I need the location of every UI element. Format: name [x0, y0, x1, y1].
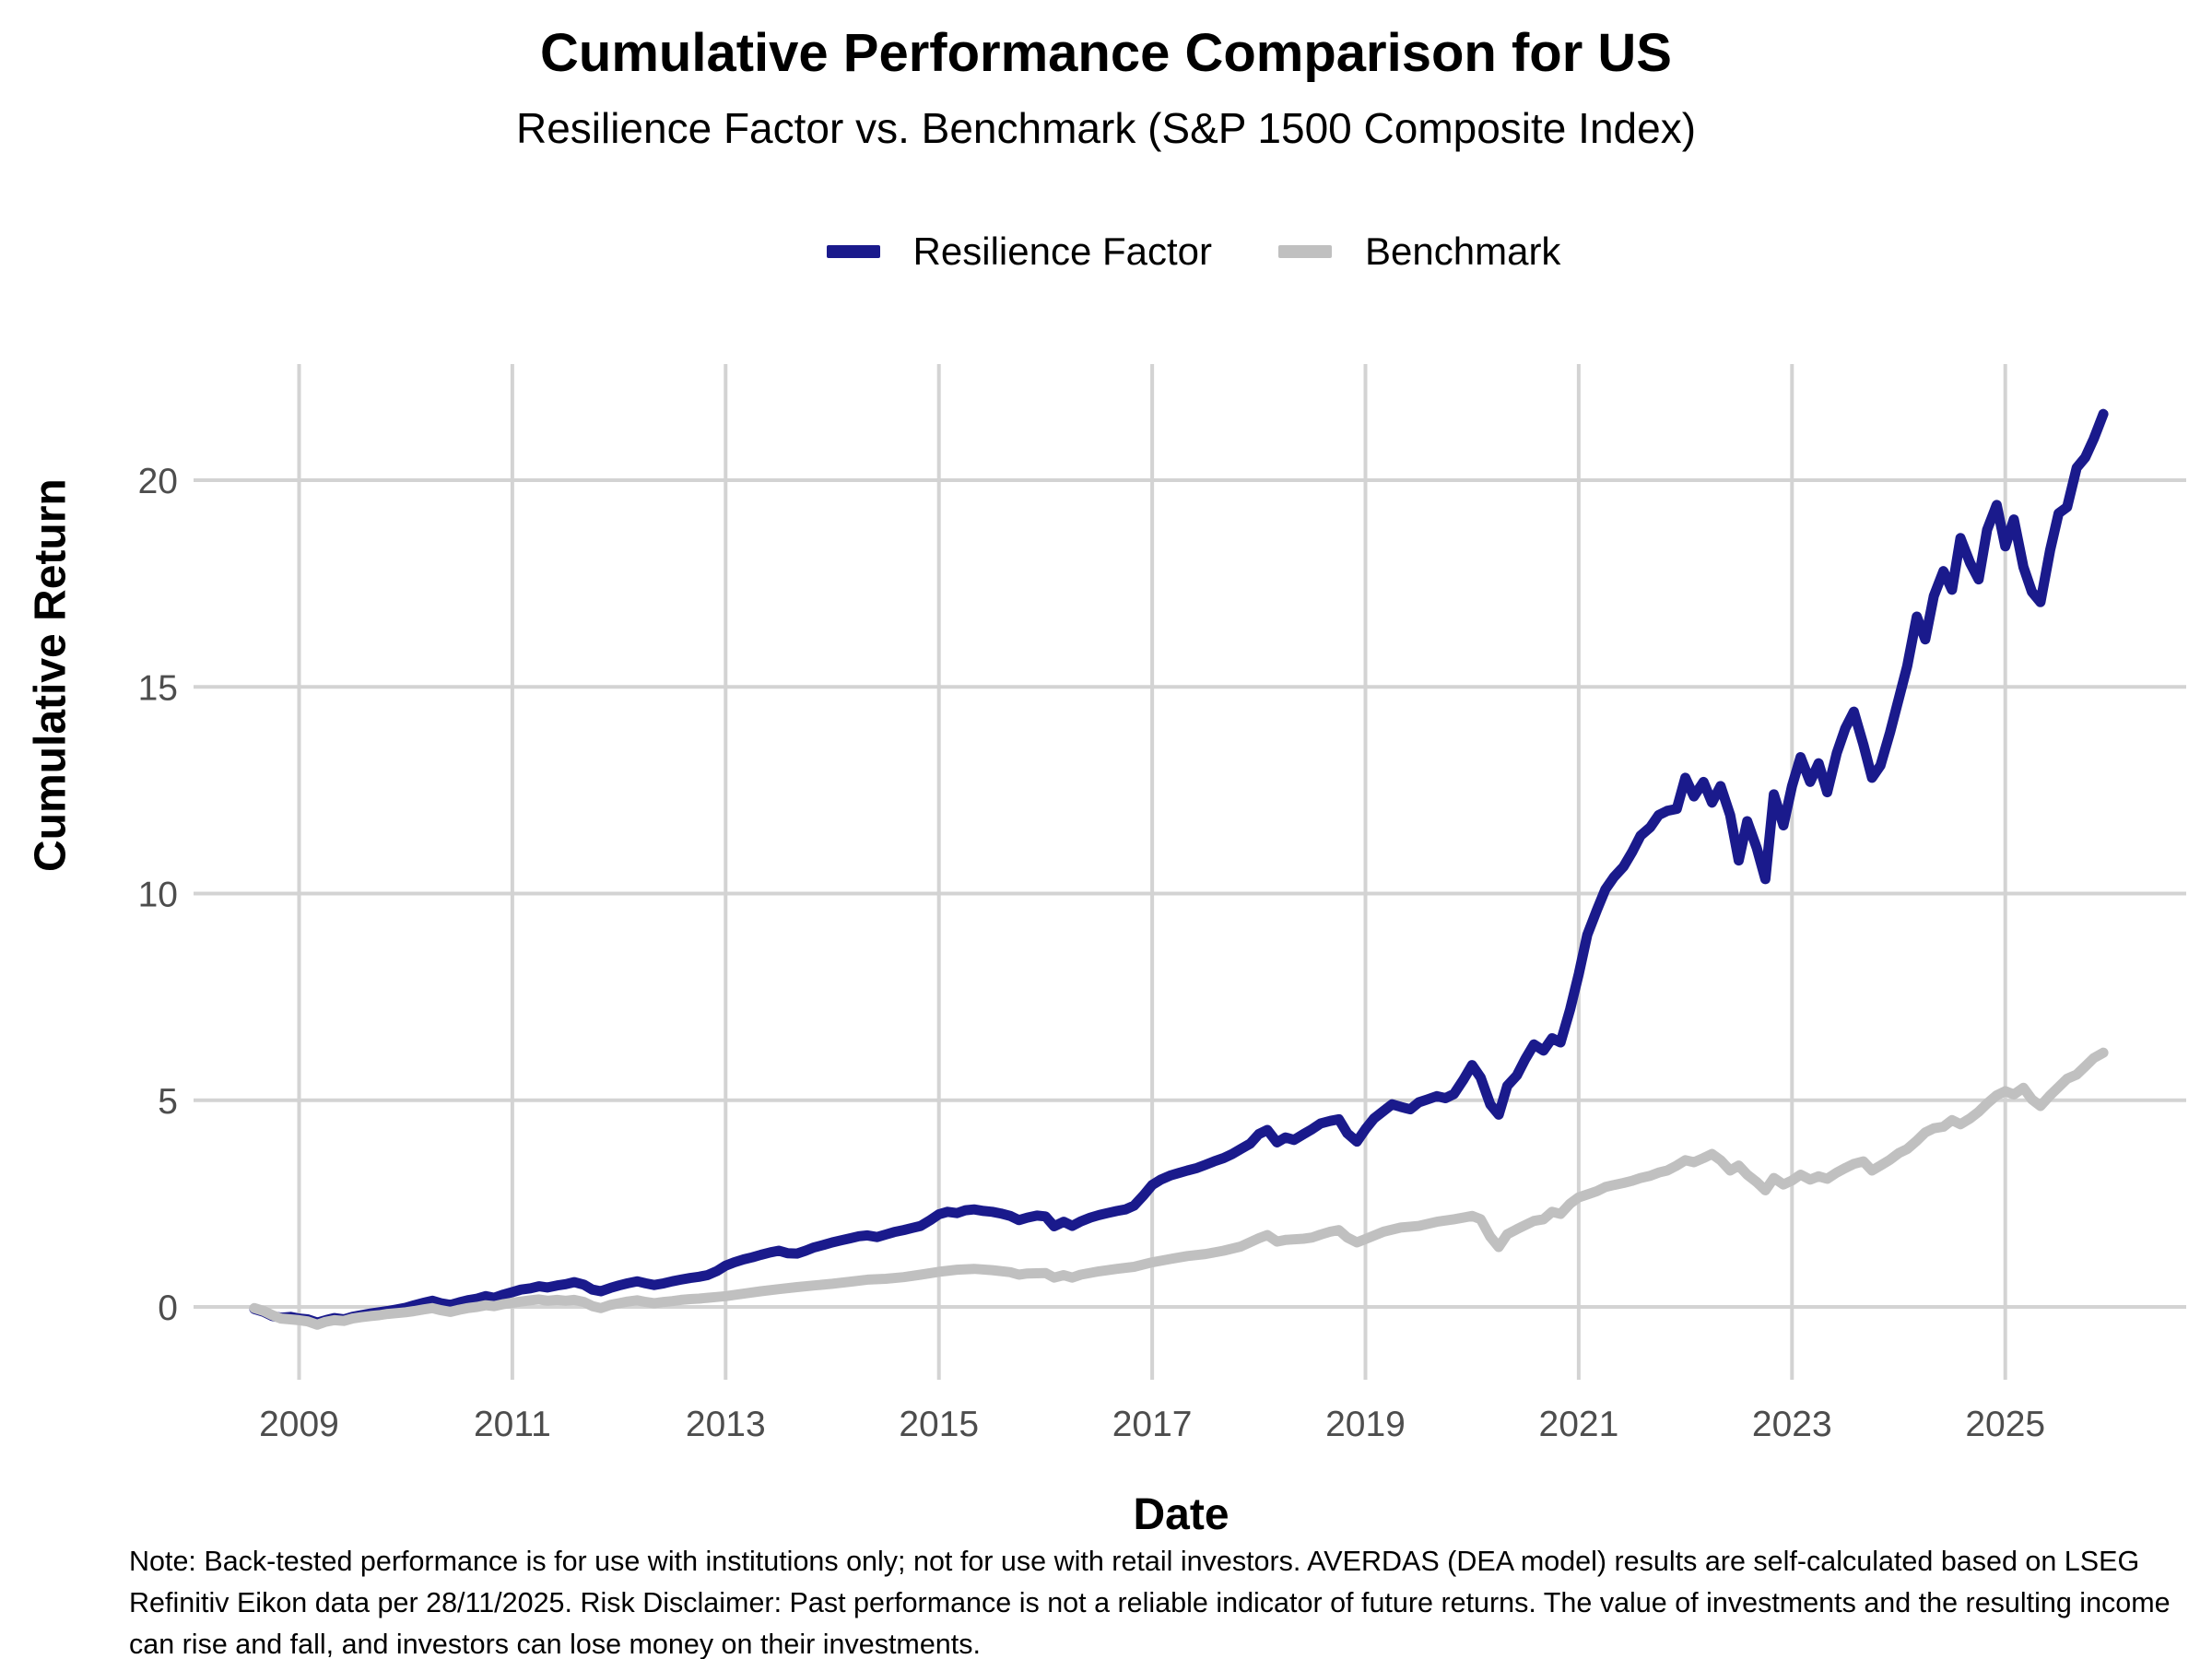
benchmark-line	[249, 1047, 2109, 1330]
benchmark-swatch	[1278, 245, 1333, 258]
svg-text:2023: 2023	[1752, 1405, 1832, 1444]
legend-label-benchmark: Benchmark	[1365, 229, 1561, 273]
svg-text:2021: 2021	[1539, 1405, 1619, 1444]
resilience-factor-line	[249, 408, 2109, 1328]
svg-text:2013: 2013	[686, 1405, 766, 1444]
svg-text:2025: 2025	[1965, 1405, 2045, 1444]
legend-label-resilience-factor: Resilience Factor	[912, 229, 1213, 273]
legend: Resilience Factor Benchmark	[88, 229, 2212, 275]
disclaimer-note: Note: Back-tested performance is for use…	[129, 1546, 2171, 1659]
resilience-factor-swatch	[826, 245, 880, 258]
svg-text:2017: 2017	[1112, 1405, 1193, 1444]
svg-text:0: 0	[158, 1288, 178, 1328]
svg-text:20: 20	[138, 462, 178, 501]
gridlines	[194, 364, 2186, 1380]
svg-text:2019: 2019	[1325, 1405, 1406, 1444]
legend-item-benchmark: Benchmark	[1278, 229, 1560, 274]
chart-subtitle: Resilience Factor vs. Benchmark (S&P 150…	[515, 104, 1697, 152]
chart-title: Cumulative Performance Comparison for US	[540, 23, 1672, 83]
svg-text:15: 15	[138, 668, 178, 708]
x-axis-title: Date	[1133, 1490, 1230, 1539]
svg-text:10: 10	[138, 876, 178, 915]
svg-text:2009: 2009	[259, 1405, 339, 1444]
svg-text:2015: 2015	[899, 1405, 979, 1444]
svg-text:2011: 2011	[474, 1405, 551, 1444]
svg-text:5: 5	[158, 1082, 178, 1122]
y-axis-tick-labels: 0 5 10 15 20	[138, 462, 178, 1328]
legend-item-resilience-factor: Resilience Factor	[826, 229, 1213, 274]
x-axis-tick-labels: 2009 2011 2013 2015 2017 2019 2021 2023 2025	[259, 1405, 2045, 1444]
